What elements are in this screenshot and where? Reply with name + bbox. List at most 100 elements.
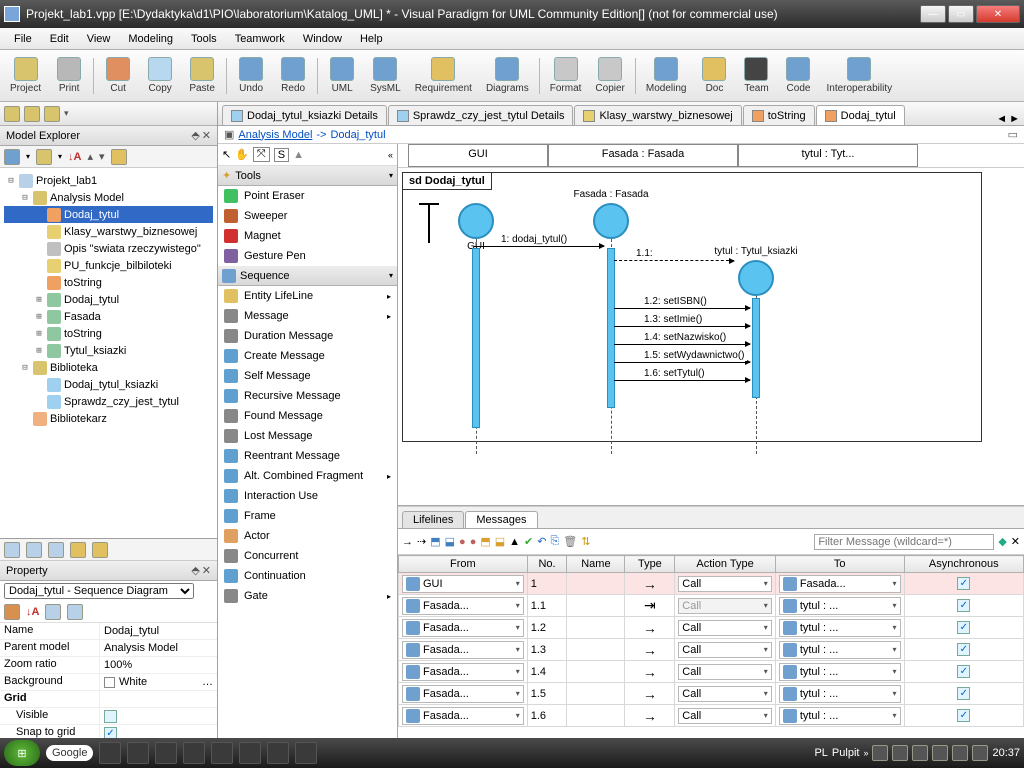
- toolbar-print-button[interactable]: Print: [49, 55, 89, 96]
- sort-icon[interactable]: ↓A: [26, 606, 39, 618]
- tree-node[interactable]: ⊟Biblioteka: [4, 359, 213, 376]
- prop-btn-icon[interactable]: [4, 604, 20, 620]
- collapse-icon[interactable]: «: [388, 150, 393, 160]
- toolbar-interoperability-button[interactable]: Interoperability: [820, 55, 898, 96]
- task-item[interactable]: [239, 742, 261, 764]
- start-button[interactable]: ⊞: [4, 740, 40, 766]
- palette-item[interactable]: Sweeper: [218, 206, 397, 226]
- hand-icon[interactable]: ✋: [235, 148, 249, 161]
- prop-btn-icon[interactable]: [67, 604, 83, 620]
- prop-btn-icon[interactable]: [45, 604, 61, 620]
- collapse-icon[interactable]: ▴: [87, 150, 93, 163]
- open-icon[interactable]: [36, 149, 52, 165]
- property-row[interactable]: Snap to grid✓: [0, 725, 217, 738]
- bottom-tab[interactable]: Messages: [465, 511, 537, 528]
- palette-item[interactable]: Lost Message: [218, 426, 397, 446]
- property-row[interactable]: Visible: [0, 708, 217, 725]
- prop-icon[interactable]: [70, 542, 86, 558]
- maximize-editor-icon[interactable]: ▭: [1008, 128, 1018, 141]
- palette-section-header[interactable]: Sequence ▾: [218, 266, 397, 286]
- table-header[interactable]: Action Type: [675, 556, 776, 573]
- toolbar-doc-button[interactable]: Doc: [694, 55, 734, 96]
- table-header[interactable]: Name: [567, 556, 625, 573]
- doc-tab[interactable]: Dodaj_tytul: [816, 105, 905, 125]
- panel-close-icon[interactable]: ✕: [202, 129, 211, 142]
- clock[interactable]: 20:37: [992, 747, 1020, 759]
- toolbar-requirement-button[interactable]: Requirement: [409, 55, 478, 96]
- toolbar-copier-button[interactable]: Copier: [589, 55, 630, 96]
- task-item[interactable]: [211, 742, 233, 764]
- tree-node[interactable]: toString: [4, 274, 213, 291]
- message-filter-input[interactable]: [814, 534, 994, 550]
- pan-icon[interactable]: ⤧: [253, 147, 270, 162]
- doc-tab[interactable]: Dodaj_tytul_ksiazki Details: [222, 105, 387, 125]
- table-row[interactable]: GUI▾1→Call▾Fasada...▾✓: [399, 573, 1024, 595]
- toolbar-cut-button[interactable]: Cut: [98, 55, 138, 96]
- tray-icon[interactable]: [912, 745, 928, 761]
- tray-icon[interactable]: [952, 745, 968, 761]
- menu-help[interactable]: Help: [352, 30, 391, 48]
- tree-node[interactable]: Dodaj_tytul: [4, 206, 213, 223]
- lifeline-header[interactable]: Fasada : Fasada: [548, 144, 738, 167]
- lifeline-header[interactable]: GUI: [408, 144, 548, 167]
- activation-bar[interactable]: [472, 248, 480, 428]
- show-desktop[interactable]: Pulpit: [832, 747, 860, 759]
- lifeline-header[interactable]: tytul : Tyt...: [738, 144, 918, 167]
- select-mode[interactable]: S: [274, 148, 289, 162]
- toolbar-code-button[interactable]: Code: [778, 55, 818, 96]
- message-arrow[interactable]: [614, 326, 750, 327]
- message-arrow[interactable]: [614, 344, 750, 345]
- maximize-button[interactable]: ▭: [948, 5, 974, 23]
- tree-node[interactable]: ⊞Fasada: [4, 308, 213, 325]
- prop-icon[interactable]: [92, 542, 108, 558]
- folder-icon[interactable]: [44, 106, 60, 122]
- expand-icon[interactable]: ▾: [99, 150, 105, 163]
- task-item[interactable]: [127, 742, 149, 764]
- msg-tool-icon[interactable]: ▲: [509, 536, 520, 548]
- tray-icon[interactable]: [932, 745, 948, 761]
- lifeline-head[interactable]: [593, 203, 629, 239]
- palette-item[interactable]: Actor: [218, 526, 397, 546]
- property-row[interactable]: NameDodaj_tytul: [0, 623, 217, 640]
- tree-node[interactable]: ⊞Tytul_ksiazki: [4, 342, 213, 359]
- menu-edit[interactable]: Edit: [42, 30, 77, 48]
- sequence-diagram-canvas[interactable]: sd Dodaj_tytul GUIFasada : Fasadatytul :…: [398, 168, 1024, 506]
- palette-item[interactable]: Point Eraser: [218, 186, 397, 206]
- palette-item[interactable]: Recursive Message: [218, 386, 397, 406]
- crumb-link[interactable]: Analysis Model: [238, 129, 312, 141]
- palette-item[interactable]: Interaction Use: [218, 486, 397, 506]
- move-icon[interactable]: ⇅: [581, 535, 590, 548]
- toolbar-copy-button[interactable]: Copy: [140, 55, 180, 96]
- table-header[interactable]: Type: [625, 556, 675, 573]
- tray-icon[interactable]: [892, 745, 908, 761]
- palette-item[interactable]: Found Message: [218, 406, 397, 426]
- pin-icon[interactable]: ⬘: [191, 564, 199, 577]
- palette-item[interactable]: Gate▸: [218, 586, 397, 606]
- copy-icon[interactable]: ⎘: [550, 535, 559, 548]
- palette-item[interactable]: Magnet: [218, 226, 397, 246]
- delete-icon[interactable]: 🗑: [563, 535, 577, 548]
- property-row[interactable]: Zoom ratio100%: [0, 657, 217, 674]
- bottom-tab[interactable]: Lifelines: [402, 511, 464, 528]
- doc-tab[interactable]: Sprawdz_czy_jest_tytul Details: [388, 105, 574, 125]
- tree-node[interactable]: Sprawdz_czy_jest_tytul: [4, 393, 213, 410]
- panel-close-icon[interactable]: ✕: [202, 564, 211, 577]
- tree-node[interactable]: Opis "swiata rzeczywistego": [4, 240, 213, 257]
- property-row[interactable]: Parent modelAnalysis Model: [0, 640, 217, 657]
- palette-item[interactable]: Entity LifeLine▸: [218, 286, 397, 306]
- menu-window[interactable]: Window: [295, 30, 350, 48]
- tree-node[interactable]: Bibliotekarz: [4, 410, 213, 427]
- message-arrow[interactable]: [614, 362, 750, 363]
- message-arrow[interactable]: [614, 260, 734, 261]
- toolbar-diagrams-button[interactable]: Diagrams: [480, 55, 535, 96]
- task-item[interactable]: [267, 742, 289, 764]
- table-row[interactable]: Fasada...▾1.4→Call▾tytul : ...▾✓: [399, 661, 1024, 683]
- lifeline-head[interactable]: [458, 203, 494, 239]
- property-selector[interactable]: Dodaj_tytul - Sequence Diagram: [4, 583, 194, 599]
- activation-bar[interactable]: [607, 248, 615, 408]
- msg-tool-icon[interactable]: ●: [470, 536, 477, 548]
- filter-go-icon[interactable]: ◆: [998, 535, 1006, 548]
- tree-node[interactable]: PU_funkcje_bilbiloteki: [4, 257, 213, 274]
- table-header[interactable]: To: [775, 556, 904, 573]
- table-header[interactable]: From: [399, 556, 528, 573]
